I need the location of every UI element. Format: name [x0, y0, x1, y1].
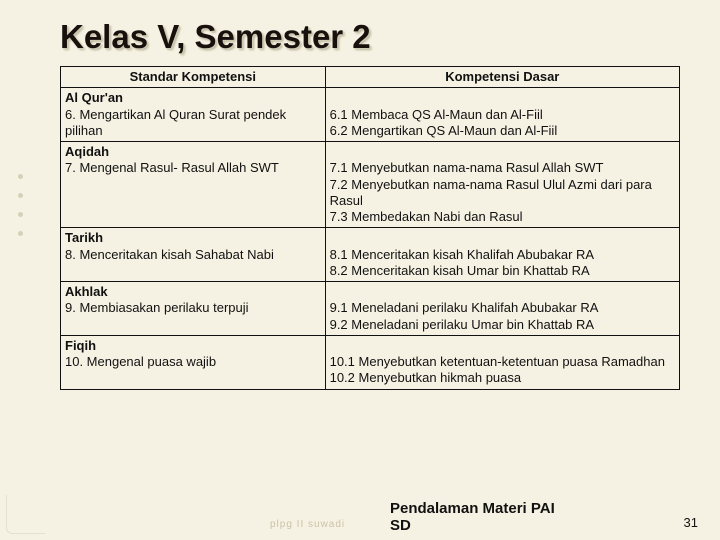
- dasar-item: 10.1 Menyebutkan ketentuan-ketentuan pua…: [330, 354, 675, 370]
- dasar-item: 6.2 Mengartikan QS Al-Maun dan Al-Fiil: [330, 123, 675, 139]
- standar-item: 7. Mengenal Rasul- Rasul Allah SWT: [65, 160, 321, 176]
- cell-standar-kompetensi: Aqidah7. Mengenal Rasul- Rasul Allah SWT: [61, 142, 326, 228]
- table-row: Fiqih10. Mengenal puasa wajib 10.1 Menye…: [61, 335, 680, 389]
- cell-standar-kompetensi: Al Qur'an6. Mengartikan Al Quran Surat p…: [61, 88, 326, 142]
- dasar-item: 7.1 Menyebutkan nama-nama Rasul Allah SW…: [330, 160, 675, 176]
- section-heading: Tarikh: [65, 230, 321, 246]
- dasar-item: 9.2 Meneladani perilaku Umar bin Khattab…: [330, 317, 675, 333]
- standar-item: 6. Mengartikan Al Quran Surat pendek pil…: [65, 107, 321, 140]
- spacer: [330, 90, 675, 106]
- cell-kompetensi-dasar: 9.1 Meneladani perilaku Khalifah Abubaka…: [325, 282, 679, 336]
- section-heading: Fiqih: [65, 338, 321, 354]
- dasar-item: 8.2 Menceritakan kisah Umar bin Khattab …: [330, 263, 675, 279]
- spacer: [330, 284, 675, 300]
- watermark-text: plpg II suwadi: [270, 519, 345, 530]
- cell-standar-kompetensi: Akhlak9. Membiasakan perilaku terpuji: [61, 282, 326, 336]
- dasar-item: 10.2 Menyebutkan hikmah puasa: [330, 370, 675, 386]
- decorative-dots: [18, 160, 23, 250]
- spacer: [330, 338, 675, 354]
- dasar-item: 9.1 Meneladani perilaku Khalifah Abubaka…: [330, 300, 675, 316]
- cell-standar-kompetensi: Fiqih10. Mengenal puasa wajib: [61, 335, 326, 389]
- section-heading: Aqidah: [65, 144, 321, 160]
- footer-title: Pendalaman Materi PAI SD: [390, 500, 555, 535]
- dasar-item: 6.1 Membaca QS Al-Maun dan Al-Fiil: [330, 107, 675, 123]
- corner-decoration: [6, 495, 45, 534]
- table-row: Akhlak9. Membiasakan perilaku terpuji 9.…: [61, 282, 680, 336]
- section-heading: Al Qur'an: [65, 90, 321, 106]
- cell-kompetensi-dasar: 7.1 Menyebutkan nama-nama Rasul Allah SW…: [325, 142, 679, 228]
- header-right: Kompetensi Dasar: [325, 67, 679, 88]
- dasar-item: 7.3 Membedakan Nabi dan Rasul: [330, 209, 675, 225]
- cell-kompetensi-dasar: 6.1 Membaca QS Al-Maun dan Al-Fiil6.2 Me…: [325, 88, 679, 142]
- section-heading: Akhlak: [65, 284, 321, 300]
- cell-kompetensi-dasar: 10.1 Menyebutkan ketentuan-ketentuan pua…: [325, 335, 679, 389]
- table-row: Tarikh8. Menceritakan kisah Sahabat Nabi…: [61, 228, 680, 282]
- slide-title: Kelas V, Semester 2: [60, 18, 688, 56]
- competency-table: Standar Kompetensi Kompetensi Dasar Al Q…: [60, 66, 680, 390]
- page-number: 31: [684, 515, 698, 530]
- standar-item: 9. Membiasakan perilaku terpuji: [65, 300, 321, 316]
- standar-item: 8. Menceritakan kisah Sahabat Nabi: [65, 247, 321, 263]
- spacer: [330, 230, 675, 246]
- table-row: Aqidah7. Mengenal Rasul- Rasul Allah SWT…: [61, 142, 680, 228]
- spacer: [330, 144, 675, 160]
- table-header-row: Standar Kompetensi Kompetensi Dasar: [61, 67, 680, 88]
- dasar-item: 7.2 Menyebutkan nama-nama Rasul Ulul Azm…: [330, 177, 675, 210]
- cell-kompetensi-dasar: 8.1 Menceritakan kisah Khalifah Abubakar…: [325, 228, 679, 282]
- table-row: Al Qur'an6. Mengartikan Al Quran Surat p…: [61, 88, 680, 142]
- dasar-item: 8.1 Menceritakan kisah Khalifah Abubakar…: [330, 247, 675, 263]
- standar-item: 10. Mengenal puasa wajib: [65, 354, 321, 370]
- header-left: Standar Kompetensi: [61, 67, 326, 88]
- cell-standar-kompetensi: Tarikh8. Menceritakan kisah Sahabat Nabi: [61, 228, 326, 282]
